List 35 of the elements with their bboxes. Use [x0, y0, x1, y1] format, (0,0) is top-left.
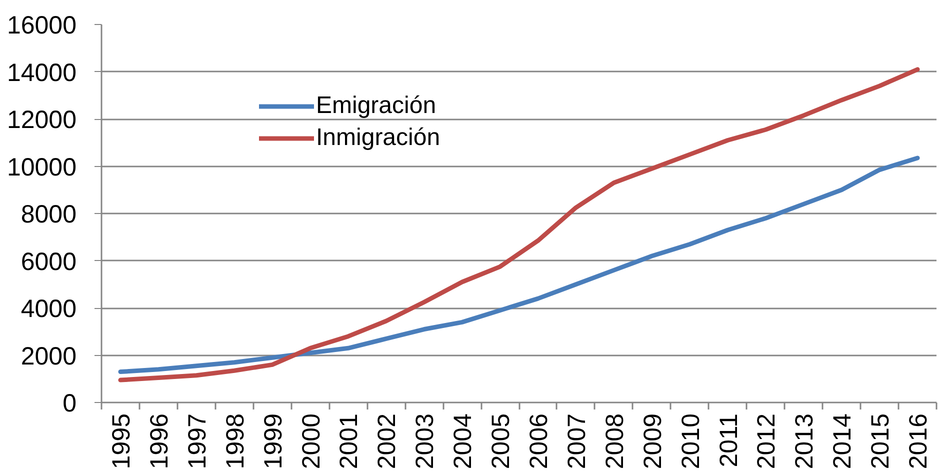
x-tick-label: 2014 [828, 413, 857, 470]
x-tick-label: 2006 [524, 413, 553, 470]
x-tick-label: 2004 [449, 413, 478, 470]
x-tick-label: 2007 [562, 413, 591, 470]
y-tick-label: 12000 [6, 106, 77, 134]
x-tick-label: 1999 [259, 413, 288, 470]
y-tick-label: 2000 [20, 342, 77, 370]
x-tick-label: 2000 [297, 413, 326, 470]
legend-label: Inmigración [316, 124, 440, 152]
x-tick-label: 1995 [107, 413, 136, 470]
x-tick-label: 2005 [487, 413, 516, 470]
x-tick-label: 2010 [676, 413, 705, 470]
y-tick-label: 10000 [6, 153, 77, 182]
line-series [118, 156, 920, 374]
x-tick-label: 2016 [904, 413, 933, 470]
y-tick-label: 8000 [20, 200, 77, 228]
x-tick-label: 2001 [335, 413, 364, 470]
y-tick-label: 16000 [6, 12, 77, 40]
x-tick-label: 2013 [790, 413, 819, 470]
x-tick-label: 2003 [411, 413, 440, 470]
x-tick-label: 1996 [145, 413, 174, 470]
x-tick-label: 1997 [183, 413, 212, 470]
y-tick-label: 0 [62, 390, 76, 418]
x-tick-label: 2011 [714, 413, 743, 468]
x-tick-label: 2002 [373, 413, 402, 470]
x-tick-label: 2009 [638, 413, 667, 470]
x-tick-label: 2012 [752, 413, 781, 470]
x-tick-label: 2015 [866, 413, 895, 470]
y-tick-label: 14000 [6, 58, 77, 87]
line-series [118, 67, 920, 382]
y-tick-label: 4000 [20, 295, 77, 323]
legend-label: Emigración [316, 92, 436, 120]
x-tick-label: 1998 [221, 413, 250, 470]
x-tick-label: 2008 [600, 413, 629, 470]
y-tick-label: 6000 [20, 248, 77, 276]
